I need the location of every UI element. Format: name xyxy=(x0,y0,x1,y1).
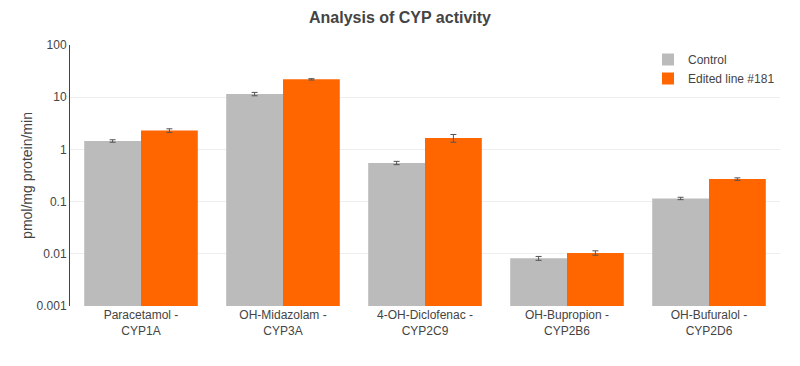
svg-text:0.1: 0.1 xyxy=(50,195,67,209)
svg-text:4-OH-Diclofenac -CYP2C9: 4-OH-Diclofenac -CYP2C9 xyxy=(377,308,473,338)
svg-text:Paracetamol -CYP1A: Paracetamol -CYP1A xyxy=(104,308,179,338)
svg-text:Control: Control xyxy=(688,53,727,67)
svg-text:pmol/mg protein/min: pmol/mg protein/min xyxy=(19,112,35,239)
svg-text:OH-Midazolam -CYP3A: OH-Midazolam -CYP3A xyxy=(239,308,326,338)
svg-text:0.01: 0.01 xyxy=(43,247,67,261)
svg-text:10: 10 xyxy=(53,90,67,104)
svg-text:OH-Bufuralol -CYP2D6: OH-Bufuralol -CYP2D6 xyxy=(671,308,748,338)
svg-text:OH-Bupropion -CYP2B6: OH-Bupropion -CYP2B6 xyxy=(525,308,609,338)
svg-text:0.001: 0.001 xyxy=(37,299,67,313)
svg-text:Edited line #181: Edited line #181 xyxy=(688,72,774,86)
svg-text:Analysis of CYP activity: Analysis of CYP activity xyxy=(309,9,491,26)
svg-text:100: 100 xyxy=(47,38,67,52)
svg-text:1: 1 xyxy=(60,143,67,157)
